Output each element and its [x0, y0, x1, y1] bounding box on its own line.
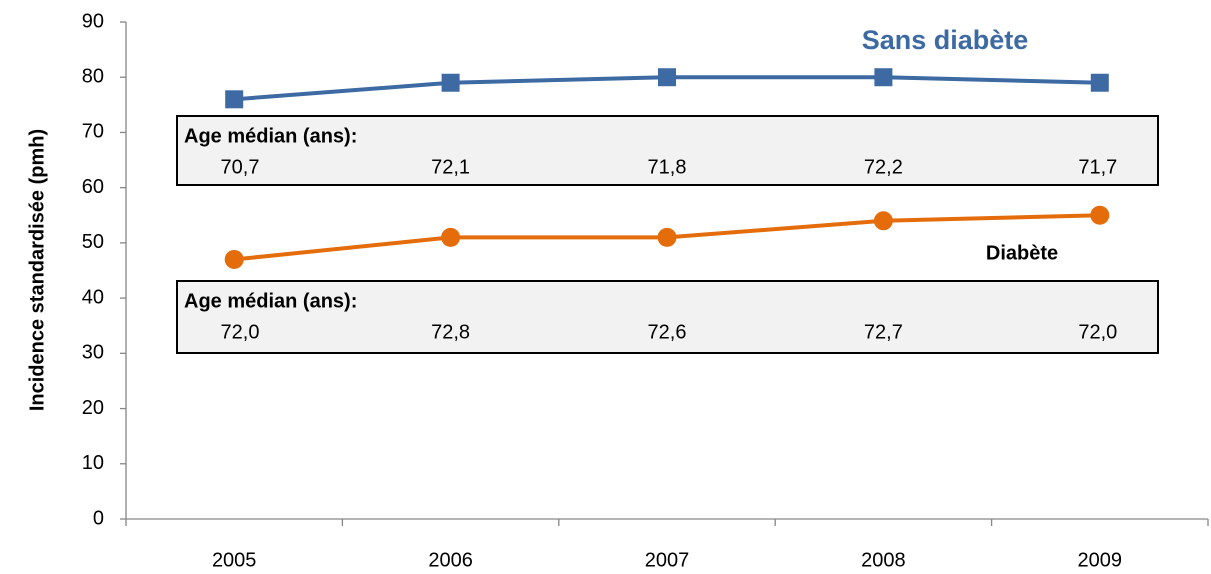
annotation-value: 72,6 — [648, 321, 687, 343]
y-tick-label: 0 — [93, 507, 104, 529]
marker — [658, 68, 676, 87]
marker — [441, 73, 460, 92]
annotation-value: 71,7 — [1078, 156, 1117, 178]
annotation-box — [176, 280, 1159, 354]
marker — [225, 90, 244, 109]
annotation-label: Age médian (ans): — [184, 290, 357, 312]
x-tick-label: 2006 — [428, 549, 473, 571]
marker — [657, 227, 677, 247]
annotation-value: 72,0 — [221, 321, 260, 343]
y-tick-label: 40 — [82, 286, 104, 308]
y-tick-label: 20 — [82, 397, 104, 419]
marker — [874, 68, 893, 87]
y-tick-label: 80 — [82, 66, 104, 88]
annotation-value: 71,8 — [648, 156, 687, 178]
y-tick-label: 90 — [82, 10, 104, 32]
y-tick-label: 70 — [82, 121, 104, 143]
annotation-value: 72,7 — [864, 321, 903, 343]
y-tick-label: 50 — [82, 231, 104, 253]
x-tick-label: 2005 — [212, 549, 257, 571]
y-tick-label: 60 — [82, 176, 104, 198]
x-tick-label: 2008 — [861, 549, 906, 571]
marker — [873, 211, 893, 231]
marker — [224, 249, 244, 269]
annotation-box — [176, 115, 1159, 186]
annotation-value: 72,8 — [431, 321, 470, 343]
series-label: Diabète — [986, 242, 1058, 264]
annotation-value: 72,0 — [1078, 321, 1117, 343]
marker — [1090, 73, 1109, 92]
y-tick-label: 10 — [82, 452, 104, 474]
annotation-value: 70,7 — [221, 156, 260, 178]
annotation-label: Age médian (ans): — [184, 125, 357, 147]
x-tick-label: 2009 — [1078, 549, 1123, 571]
series-label: Sans diabète — [862, 25, 1029, 55]
marker — [441, 227, 461, 247]
annotation-value: 72,2 — [864, 156, 903, 178]
y-axis-title: Incidence standardisée (pmh) — [26, 129, 48, 411]
marker — [1090, 205, 1110, 225]
y-tick-label: 30 — [82, 342, 104, 364]
annotation-value: 72,1 — [431, 156, 470, 178]
x-tick-label: 2007 — [645, 549, 690, 571]
